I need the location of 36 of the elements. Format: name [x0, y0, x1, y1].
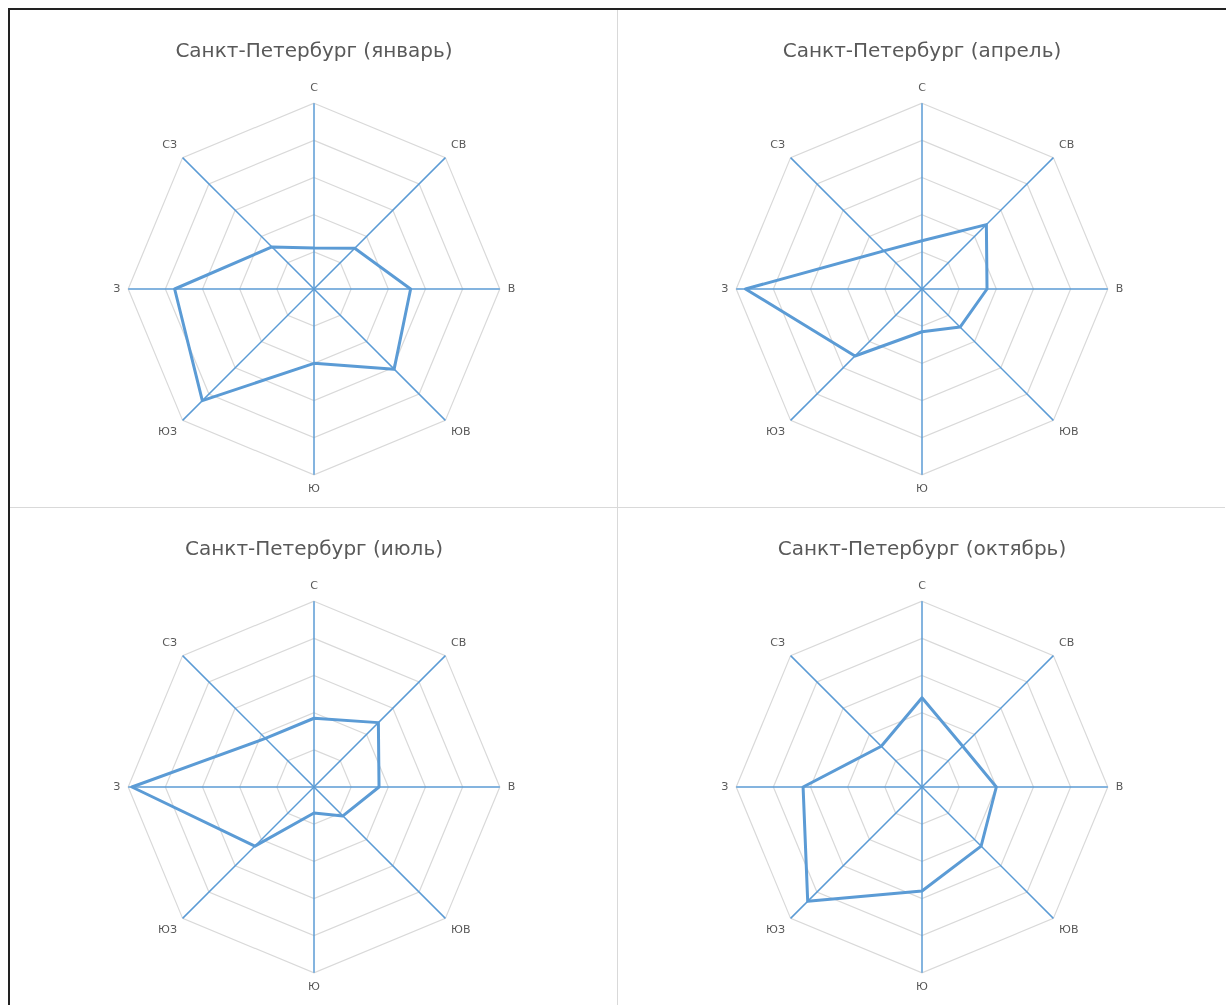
spoke-label: СЗ	[769, 635, 785, 649]
spoke-label: СВ	[450, 137, 466, 151]
spoke-label: С	[309, 80, 318, 94]
spoke-label: Ю	[915, 979, 928, 993]
spoke-label: ЮВ	[450, 425, 470, 438]
spoke-label: ЮЗ	[157, 425, 177, 438]
spoke-label: С	[917, 578, 926, 592]
spoke-label: Ю	[307, 979, 320, 993]
chart-title: Санкт-Петербург (апрель)	[782, 37, 1061, 62]
spoke-label: СВ	[450, 635, 466, 649]
spoke-label: В	[1115, 779, 1123, 793]
chart-title: Санкт-Петербург (октябрь)	[777, 535, 1066, 560]
spoke-label: З	[720, 779, 728, 793]
spoke-label: ЮЗ	[765, 425, 785, 438]
spoke-label: В	[1115, 281, 1123, 295]
spoke-label: ЮВ	[450, 923, 470, 936]
spoke-label: СЗ	[161, 137, 177, 151]
spoke-label: В	[507, 281, 515, 295]
spoke-label: В	[507, 779, 515, 793]
spoke-label: ЮВ	[1058, 923, 1078, 936]
spoke-label: СВ	[1058, 137, 1074, 151]
spoke-label: З	[720, 281, 728, 295]
spoke-label: ЮЗ	[765, 923, 785, 936]
spoke-label: СЗ	[161, 635, 177, 649]
spoke-label: С	[917, 80, 926, 94]
spoke-label: С	[309, 578, 318, 592]
chart-title: Санкт-Петербург (июль)	[184, 535, 443, 560]
chart-title: Санкт-Петербург (январь)	[174, 37, 453, 62]
spoke-label: Ю	[915, 481, 928, 495]
spoke-label: ЮЗ	[157, 923, 177, 936]
spoke-label: З	[112, 281, 120, 295]
spoke-label: Ю	[307, 481, 320, 495]
spoke-label: ЮВ	[1058, 425, 1078, 438]
spoke-label: СЗ	[769, 137, 785, 151]
spoke-label: СВ	[1058, 635, 1074, 649]
spoke-label: З	[112, 779, 120, 793]
